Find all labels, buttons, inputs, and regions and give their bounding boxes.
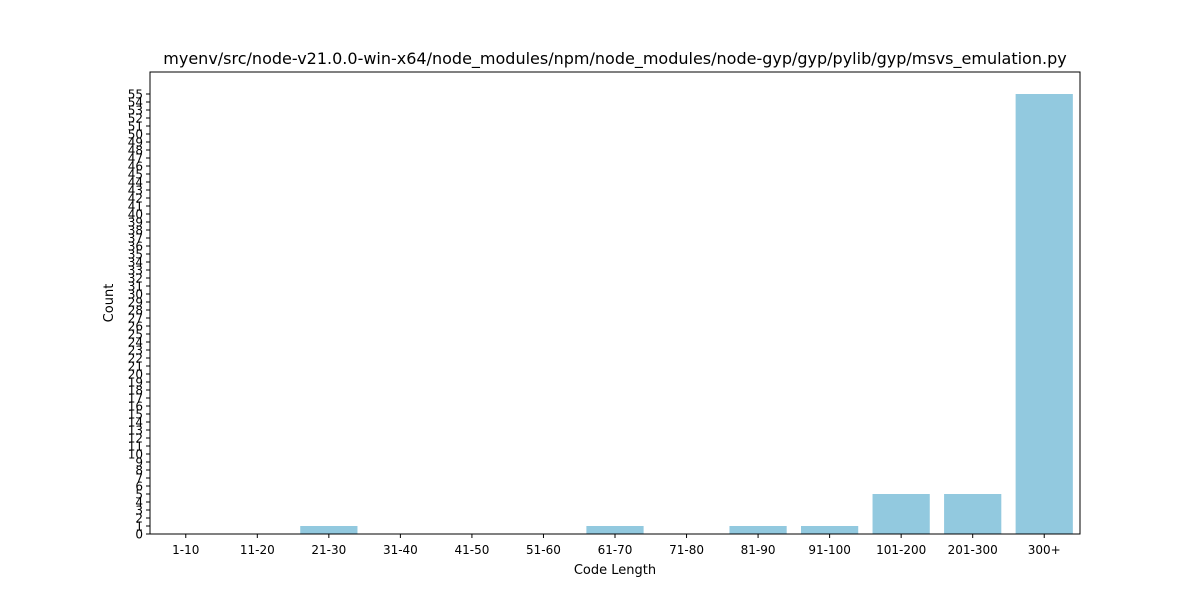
y-tick-label: 39	[128, 215, 143, 229]
y-tick-label: 13	[128, 423, 143, 437]
y-tick-label: 7	[135, 471, 143, 485]
y-tick-label: 12	[128, 431, 143, 445]
y-tick-label: 0	[135, 527, 143, 541]
y-tick-label: 10	[128, 447, 143, 461]
y-tick-label: 49	[128, 135, 143, 149]
y-tick-label: 38	[128, 223, 143, 237]
y-tick-label: 19	[128, 375, 143, 389]
chart-title: myenv/src/node-v21.0.0-win-x64/node_modu…	[163, 49, 1066, 69]
y-tick-label: 29	[128, 295, 143, 309]
y-tick-label: 52	[128, 111, 143, 125]
y-tick-label: 46	[128, 159, 143, 173]
y-tick-label: 1	[135, 519, 143, 533]
y-tick-label: 14	[128, 415, 143, 429]
x-axis-label: Code Length	[574, 563, 656, 578]
y-tick-label: 6	[135, 479, 143, 493]
bars-group	[300, 94, 1073, 534]
y-tick-label: 34	[128, 255, 143, 269]
y-tick-label: 50	[128, 127, 143, 141]
y-tick-label: 54	[128, 95, 143, 109]
y-tick-label: 17	[128, 391, 143, 405]
y-tick-label: 16	[128, 399, 143, 413]
plot-frame	[149, 71, 1081, 535]
y-tick-label: 2	[135, 511, 143, 525]
x-tick-label: 71-80	[669, 543, 704, 557]
y-tick-label: 42	[128, 191, 143, 205]
x-tick-label: 11-20	[240, 543, 275, 557]
y-tick-label: 32	[128, 271, 143, 285]
bar-81-90	[729, 526, 787, 534]
x-tick-label: 201-300	[948, 543, 998, 557]
bar-101-200	[872, 494, 930, 534]
x-tick-label: 61-70	[598, 543, 633, 557]
y-tick-label: 9	[135, 455, 143, 469]
y-tick-label: 36	[128, 239, 143, 253]
y-tick-label: 20	[128, 367, 143, 381]
y-tick-label: 8	[135, 463, 143, 477]
x-tick-label: 31-40	[383, 543, 418, 557]
y-tick-label: 11	[128, 439, 143, 453]
y-tick-label: 18	[128, 383, 143, 397]
y-tick-label: 24	[128, 335, 143, 349]
y-tick-label: 41	[128, 199, 143, 213]
x-tick-label: 51-60	[526, 543, 561, 557]
x-tick-label: 41-50	[454, 543, 489, 557]
x-tick-label: 101-200	[876, 543, 926, 557]
bar-21-30	[300, 526, 358, 534]
x-tick-label: 91-100	[808, 543, 851, 557]
x-tick-label: 81-90	[741, 543, 776, 557]
y-tick-label: 51	[128, 119, 143, 133]
y-tick-label: 26	[128, 319, 143, 333]
x-tick-label: 21-30	[311, 543, 346, 557]
y-tick-label: 33	[128, 263, 143, 277]
y-tick-label: 23	[128, 343, 143, 357]
bar-300+	[1015, 94, 1073, 534]
bar-61-70	[586, 526, 644, 534]
y-tick-label: 31	[128, 279, 143, 293]
y-tick-label: 35	[128, 247, 143, 261]
y-tick-label: 5	[135, 487, 143, 501]
y-tick-label: 15	[128, 407, 143, 421]
y-tick-label: 40	[128, 207, 143, 221]
y-tick-label: 47	[128, 151, 143, 165]
y-tick-label: 4	[135, 495, 143, 509]
y-tick-label: 45	[128, 167, 143, 181]
x-tick-label: 300+	[1028, 543, 1061, 557]
bar-91-100	[801, 526, 859, 534]
bar-201-300	[944, 494, 1002, 534]
y-tick-label: 37	[128, 231, 143, 245]
x-axis: 1-10 11-20 21-30 31-40 41-50 51-60 61-70 71-80 8…	[172, 534, 1061, 557]
y-tick-label: 43	[128, 183, 143, 197]
y-tick-label: 30	[128, 287, 143, 301]
y-tick-label: 3	[135, 503, 143, 517]
y-tick-label: 53	[128, 103, 143, 117]
y-tick-label: 28	[128, 303, 143, 317]
y-tick-label: 44	[128, 175, 143, 189]
x-tick-label: 1-10	[172, 543, 199, 557]
y-tick-label: 55	[128, 87, 143, 101]
y-tick-label: 21	[128, 359, 143, 373]
y-tick-label: 25	[128, 327, 143, 341]
y-tick-label: 22	[128, 351, 143, 365]
y-tick-label: 27	[128, 311, 143, 325]
y-axis: 0123456789101112131415161718192021222324…	[128, 87, 150, 541]
y-axis-label: Count	[102, 284, 117, 323]
y-tick-label: 48	[128, 143, 143, 157]
